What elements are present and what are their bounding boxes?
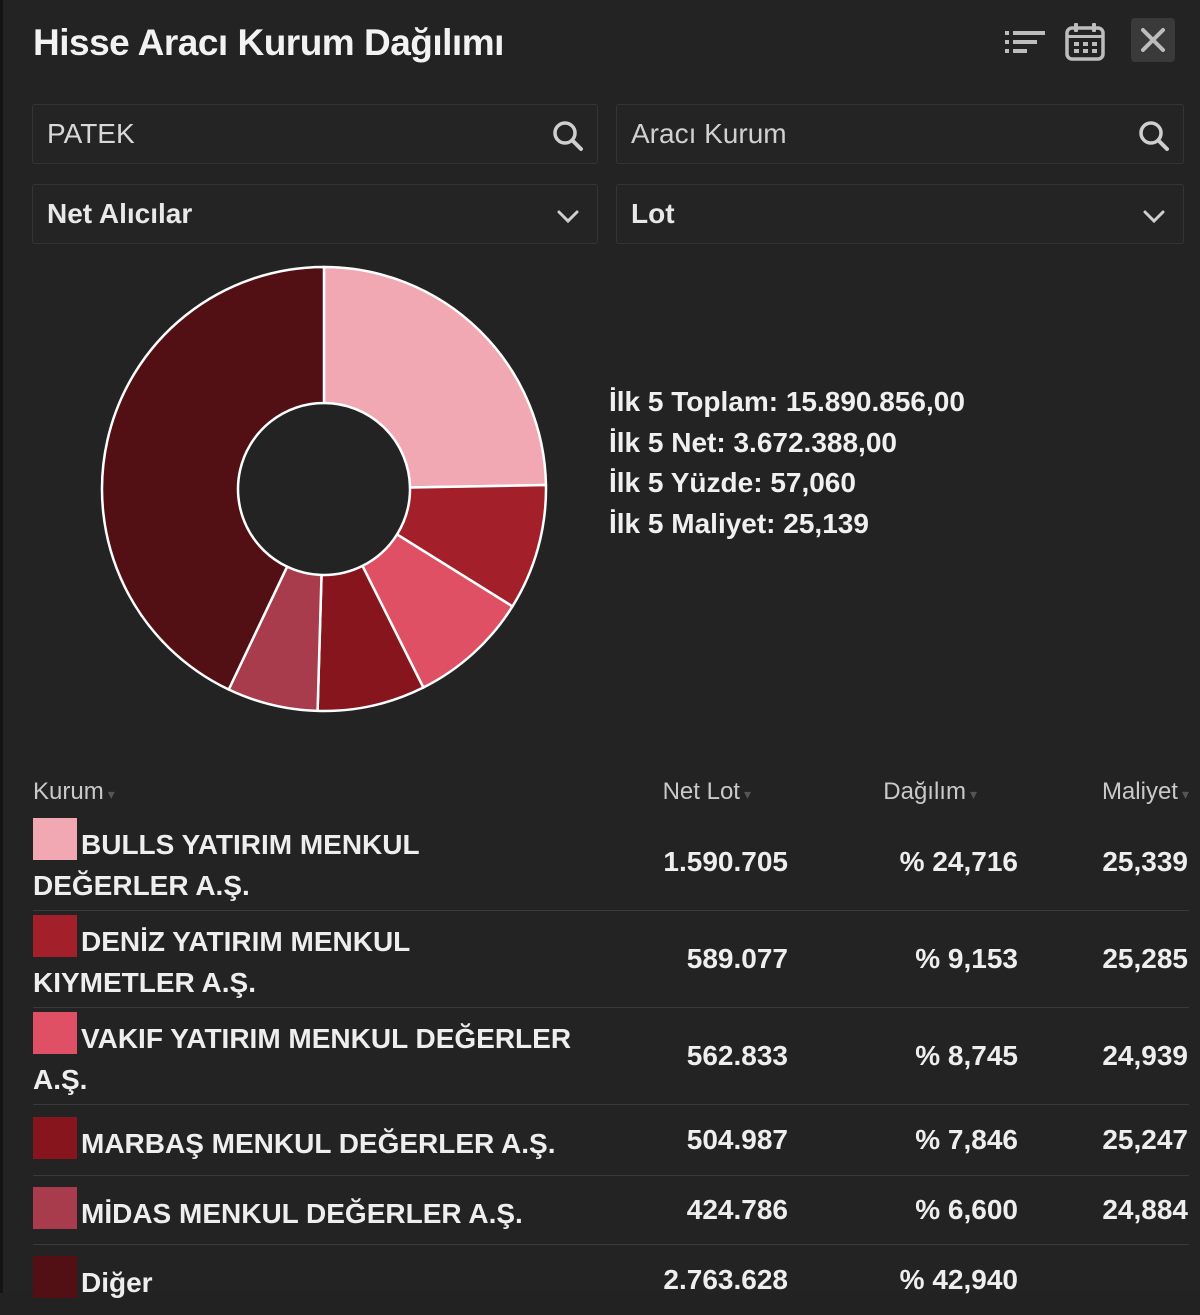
dagilim-cell: % 6,600 xyxy=(789,1175,1019,1245)
broker-table: Kurum ▾ Net Lot ▾ Dağılım ▾ Maliyet ▾ BULLS … xyxy=(33,776,1189,1315)
net-lot-cell: 1.590.705 xyxy=(573,814,789,911)
calendar-icon[interactable] xyxy=(1061,18,1109,66)
chevron-down-icon[interactable] xyxy=(1137,199,1171,233)
filter-list-icon[interactable] xyxy=(1001,18,1049,66)
broker-name-cell: DENİZ YATIRIM MENKUL KIYMETLER A.Ş. xyxy=(33,910,573,1008)
window-edge xyxy=(0,0,3,1293)
color-swatch xyxy=(33,915,77,957)
unit-select[interactable]: Lot xyxy=(616,184,1184,244)
color-swatch xyxy=(33,1012,77,1054)
net-lot-cell: 2.763.628 xyxy=(663,1263,788,1295)
broker-name-cell: VAKIF YATIRIM MENKUL DEĞERLER A.Ş. xyxy=(33,1007,573,1105)
donut-slice[interactable] xyxy=(100,265,326,691)
search-icon[interactable] xyxy=(551,119,585,153)
summary-percent: İlk 5 Yüzde: 57,060 xyxy=(609,467,856,498)
side-select[interactable]: Net Alıcılar xyxy=(32,184,598,244)
column-header-maliyet[interactable]: Maliyet ▾ xyxy=(1101,778,1189,805)
dagilim-cell: % 24,716 xyxy=(789,814,1019,911)
sort-icon[interactable]: ▾ xyxy=(107,786,115,802)
broker-name-cell: BULLS YATIRIM MENKUL DEĞERLER A.Ş. xyxy=(33,814,573,911)
dagilim-cell: % 42,940 xyxy=(899,1263,1018,1295)
broker-search-input[interactable] xyxy=(617,105,1183,163)
table-row[interactable]: MARBAŞ MENKUL DEĞERLER A.Ş. 504.987 % 7,… xyxy=(33,1104,1189,1176)
dagilim-cell: % 7,846 xyxy=(789,1104,1019,1176)
broker-distribution-panel: Hisse Aracı Kurum Dağılımı xyxy=(3,0,1200,1299)
panel-title: Hisse Aracı Kurum Dağılımı xyxy=(33,22,504,63)
broker-name-cell: Diğer xyxy=(33,1245,573,1315)
sort-icon[interactable]: ▾ xyxy=(743,786,751,802)
net-lot-cell: 562.833 xyxy=(573,1007,789,1105)
sort-icon[interactable]: ▾ xyxy=(1181,786,1189,802)
chevron-down-icon[interactable] xyxy=(551,199,585,233)
maliyet-cell: 25,285 xyxy=(1019,910,1189,1008)
broker-name-cell: MİDAS MENKUL DEĞERLER A.Ş. xyxy=(33,1175,573,1245)
maliyet-cell: 24,884 xyxy=(1019,1175,1189,1245)
net-lot-cell: 504.987 xyxy=(573,1104,789,1176)
stock-search-field[interactable] xyxy=(32,104,598,164)
net-lot-cell: 424.786 xyxy=(573,1175,789,1245)
close-icon[interactable] xyxy=(1131,18,1175,62)
color-swatch xyxy=(33,818,77,860)
color-swatch xyxy=(33,1186,77,1229)
donut-svg xyxy=(100,265,548,713)
table-row[interactable]: DENİZ YATIRIM MENKUL KIYMETLER A.Ş. 589.… xyxy=(33,910,1189,1008)
summary-net: İlk 5 Net: 3.672.388,00 xyxy=(609,426,897,458)
table-row[interactable]: BULLS YATIRIM MENKUL DEĞERLER A.Ş. 1.590… xyxy=(33,814,1189,911)
column-header-net-lot[interactable]: Net Lot ▾ xyxy=(662,778,751,805)
dagilim-cell: % 9,153 xyxy=(789,910,1019,1008)
table-row[interactable]: VAKIF YATIRIM MENKUL DEĞERLER A.Ş. 562.8… xyxy=(33,1007,1189,1105)
stock-search-input[interactable] xyxy=(33,105,597,163)
maliyet-cell xyxy=(1019,1245,1189,1315)
unit-select-value: Lot xyxy=(631,198,675,229)
dagilim-cell: % 8,745 xyxy=(789,1007,1019,1105)
broker-name-cell: MARBAŞ MENKUL DEĞERLER A.Ş. xyxy=(33,1104,573,1176)
table-row[interactable]: Diğer 2.763.628 % 42,940 xyxy=(33,1245,1189,1315)
maliyet-cell: 25,247 xyxy=(1019,1104,1189,1176)
color-swatch xyxy=(33,1116,77,1159)
maliyet-cell: 24,939 xyxy=(1019,1007,1189,1105)
net-lot-cell: 589.077 xyxy=(573,910,789,1008)
maliyet-cell: 25,339 xyxy=(1019,814,1189,911)
donut-slice[interactable] xyxy=(322,265,548,489)
side-select-value: Net Alıcılar xyxy=(47,198,193,229)
column-header-kurum[interactable]: Kurum ▾ xyxy=(33,778,115,805)
distribution-donut-chart xyxy=(99,264,549,714)
top5-summary: İlk 5 Toplam: 15.890.856,00 İlk 5 Net: 3… xyxy=(609,382,965,544)
summary-total: İlk 5 Toplam: 15.890.856,00 xyxy=(609,386,965,417)
broker-search-field[interactable] xyxy=(616,104,1184,164)
sort-icon[interactable]: ▾ xyxy=(969,786,977,802)
summary-cost: İlk 5 Maliyet: 25,139 xyxy=(609,507,869,539)
table-row[interactable]: MİDAS MENKUL DEĞERLER A.Ş. 424.786 % 6,6… xyxy=(33,1175,1189,1245)
search-icon[interactable] xyxy=(1137,119,1171,153)
column-header-dagilim[interactable]: Dağılım ▾ xyxy=(883,778,977,805)
color-swatch xyxy=(33,1256,77,1299)
